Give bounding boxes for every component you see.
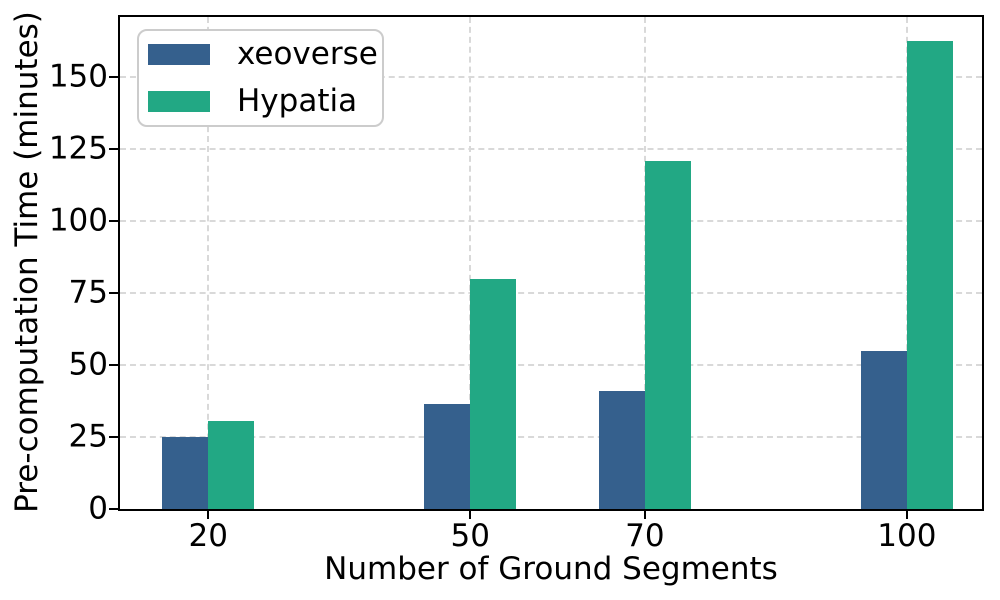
legend: xeoverse Hypatia (137, 29, 384, 127)
y-tick-label-50: 50 (68, 346, 108, 383)
y-tick-label-0: 0 (88, 490, 108, 527)
v-gridline-20 (207, 17, 210, 509)
x-tick-70 (643, 511, 646, 519)
h-gridline-100 (120, 220, 982, 223)
bar-Hypatia-100 (906, 41, 954, 509)
bar-xeoverse-50 (423, 403, 471, 509)
y-tick-label-100: 100 (48, 202, 108, 239)
bar-Hypatia-50 (470, 278, 517, 509)
x-tick-label-70: 70 (625, 518, 665, 554)
y-tick-75 (109, 292, 118, 295)
plot-area: xeoverse Hypatia (118, 15, 984, 511)
x-tick-20 (207, 511, 210, 519)
y-tick-label-75: 75 (68, 274, 108, 311)
y-tick-label-25: 25 (68, 418, 108, 455)
y-tick-50 (109, 364, 118, 367)
y-tick-150 (109, 76, 118, 79)
y-tick-125 (109, 148, 118, 151)
bar-xeoverse-20 (161, 437, 209, 509)
x-tick-label-20: 20 (188, 518, 228, 554)
bar-xeoverse-100 (860, 350, 907, 509)
bar-Hypatia-70 (644, 160, 692, 509)
v-gridline-50 (469, 17, 472, 509)
y-tick-25 (109, 436, 118, 439)
x-axis-label: Number of Ground Segments (324, 551, 778, 587)
legend-swatch-hypatia (148, 91, 210, 112)
x-tick-50 (469, 511, 472, 519)
legend-swatch-xeoverse (148, 44, 210, 65)
y-tick-label-125: 125 (48, 130, 108, 167)
y-tick-label-150: 150 (48, 58, 108, 95)
x-tick-label-50: 50 (450, 518, 490, 554)
y-tick-100 (109, 220, 118, 223)
h-gridline-50 (120, 364, 982, 367)
h-gridline-25 (120, 436, 982, 439)
legend-label-hypatia: Hypatia (237, 83, 358, 119)
bar-Hypatia-20 (208, 421, 255, 509)
legend-item-hypatia: Hypatia (148, 84, 382, 120)
h-gridline-75 (120, 292, 982, 295)
legend-label-xeoverse: xeoverse (237, 36, 378, 72)
h-gridline-125 (120, 148, 982, 151)
x-tick-100 (905, 511, 908, 519)
h-gridline-150 (120, 76, 982, 79)
x-tick-label-100: 100 (877, 518, 937, 554)
y-tick-0 (109, 508, 118, 510)
bar-xeoverse-70 (598, 391, 645, 509)
legend-item-xeoverse: xeoverse (148, 37, 382, 73)
